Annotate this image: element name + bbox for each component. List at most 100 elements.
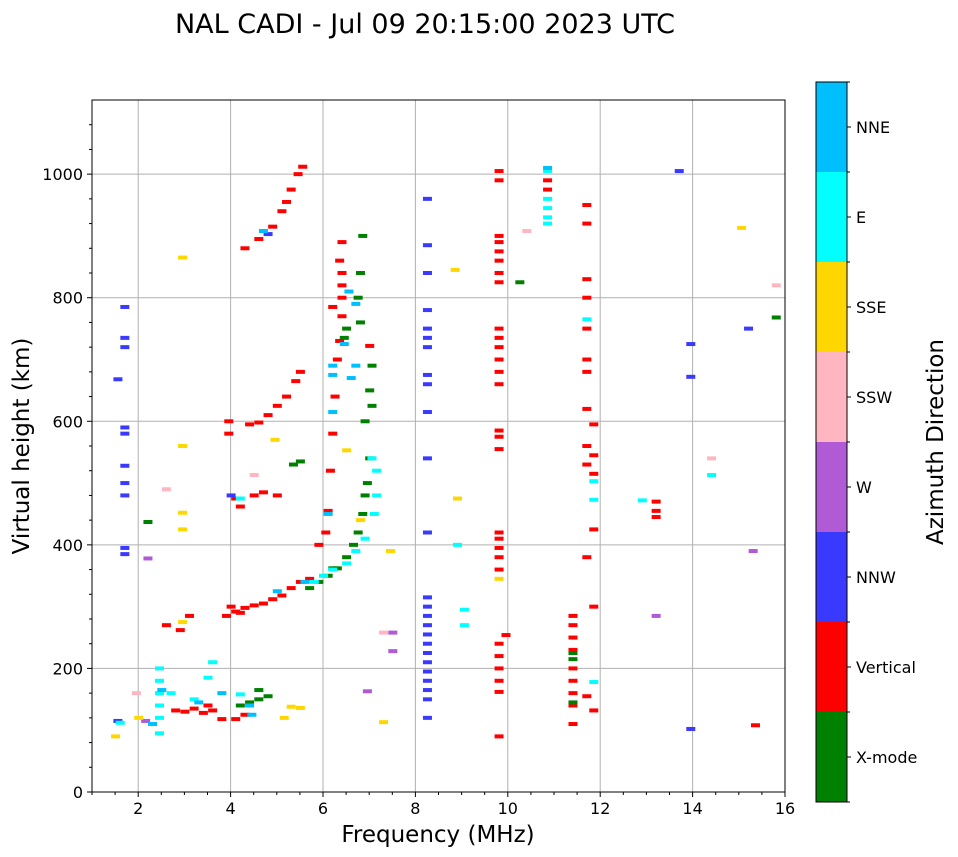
x-tick-label: 16 bbox=[775, 799, 795, 818]
data-point-vertical bbox=[335, 338, 345, 343]
data-point-vertical bbox=[328, 431, 338, 436]
data-point-ssw bbox=[379, 630, 389, 635]
data-point-vertical bbox=[258, 601, 268, 606]
data-point-nne bbox=[258, 228, 268, 233]
data-point-vertical bbox=[494, 734, 504, 739]
data-point-nnw bbox=[422, 632, 432, 637]
data-point-x-mode bbox=[254, 697, 264, 702]
data-point-vertical bbox=[582, 295, 592, 300]
data-point-vertical bbox=[494, 678, 504, 683]
data-point-e bbox=[367, 456, 377, 461]
data-point-vertical bbox=[171, 708, 181, 713]
y-tick-label: 200 bbox=[52, 659, 83, 678]
data-point-vertical bbox=[494, 178, 504, 183]
data-point-nnw bbox=[263, 232, 273, 237]
colorbar-label: SSE bbox=[856, 298, 886, 317]
x-axis-label: Frequency (MHz) bbox=[341, 822, 534, 848]
x-tick-label: 4 bbox=[226, 799, 236, 818]
data-point-x-mode bbox=[362, 481, 372, 486]
data-point-vertical bbox=[221, 613, 231, 618]
data-point-nnw bbox=[686, 374, 696, 379]
data-point-vertical bbox=[208, 708, 218, 713]
data-point-nnw bbox=[422, 196, 432, 201]
data-point-vertical bbox=[582, 406, 592, 411]
data-point-vertical bbox=[198, 710, 208, 715]
data-point-nnw bbox=[422, 345, 432, 350]
data-point-sse bbox=[178, 510, 188, 515]
data-point-e bbox=[328, 567, 338, 572]
data-point-ssw bbox=[771, 283, 781, 288]
data-point-x-mode bbox=[143, 519, 153, 524]
x-axis: 2 4 6 8 10 12 14 16 bbox=[91, 792, 795, 818]
data-point-vertical bbox=[217, 717, 227, 722]
data-point-nne bbox=[346, 376, 356, 381]
data-point-vertical bbox=[582, 221, 592, 226]
data-point-nnw bbox=[422, 243, 432, 248]
data-point-vertical bbox=[582, 369, 592, 374]
data-point-sse bbox=[385, 549, 395, 554]
data-point-e bbox=[369, 511, 379, 516]
data-point-vertical bbox=[494, 689, 504, 694]
data-point-nnw bbox=[686, 726, 696, 731]
data-point-x-mode bbox=[342, 326, 352, 331]
data-point-x-mode bbox=[353, 295, 363, 300]
data-point-vertical bbox=[161, 623, 171, 628]
data-point-sse bbox=[494, 576, 504, 581]
data-point-nnw bbox=[422, 641, 432, 646]
data-point-vertical bbox=[494, 382, 504, 387]
data-point-e bbox=[637, 498, 647, 503]
data-point-e bbox=[360, 536, 370, 541]
colorbar-frame bbox=[815, 81, 848, 803]
colorbar-label: NNE bbox=[856, 118, 890, 137]
data-point-vertical bbox=[589, 604, 599, 609]
data-point-vertical bbox=[254, 237, 264, 242]
data-point-vertical bbox=[582, 326, 592, 331]
data-point-nnw bbox=[422, 613, 432, 618]
data-point-e bbox=[372, 468, 382, 473]
data-point-sse bbox=[379, 720, 389, 725]
data-point-vertical bbox=[337, 295, 347, 300]
data-point-vertical bbox=[226, 604, 236, 609]
data-point-nnw bbox=[422, 595, 432, 600]
data-point-vertical bbox=[582, 444, 592, 448]
data-point-vertical bbox=[286, 187, 296, 192]
data-point-e bbox=[589, 497, 599, 502]
data-point-nne bbox=[351, 363, 361, 368]
data-point-nne bbox=[247, 712, 257, 717]
data-point-vertical bbox=[568, 722, 578, 727]
data-point-vertical bbox=[291, 379, 301, 384]
data-point-nne bbox=[157, 688, 167, 693]
data-point-x-mode bbox=[568, 657, 578, 662]
x-tick-label: 12 bbox=[590, 799, 610, 818]
data-point-vertical bbox=[543, 178, 553, 183]
data-point-nne bbox=[323, 511, 333, 516]
y-axis-label: Virtual height (km) bbox=[9, 338, 35, 555]
data-point-vertical bbox=[240, 712, 250, 717]
data-point-ssw bbox=[522, 228, 532, 233]
data-point-vertical bbox=[750, 723, 760, 728]
data-point-vertical bbox=[494, 536, 504, 541]
data-point-sse bbox=[111, 734, 121, 739]
data-point-vertical bbox=[314, 542, 324, 547]
data-point-nnw bbox=[422, 410, 432, 415]
data-point-ssw bbox=[161, 487, 171, 492]
colorbar-label: X-mode bbox=[856, 748, 917, 767]
colorbar-title: Azimuth Direction bbox=[923, 339, 949, 545]
data-point-e bbox=[189, 697, 199, 702]
data-point-vertical bbox=[582, 203, 592, 208]
data-point-sse bbox=[452, 496, 462, 501]
data-point-vertical bbox=[494, 271, 504, 275]
data-point-ssw bbox=[131, 691, 141, 696]
data-point-vertical bbox=[568, 678, 578, 683]
data-point-vertical bbox=[589, 708, 599, 713]
data-point-vertical bbox=[494, 545, 504, 550]
data-point-sse bbox=[178, 527, 188, 532]
data-point-x-mode bbox=[358, 233, 368, 238]
data-point-nnw bbox=[120, 345, 130, 350]
data-point-vertical bbox=[240, 605, 250, 610]
data-point-vertical bbox=[501, 633, 511, 638]
data-point-e bbox=[235, 692, 245, 697]
data-point-vertical bbox=[268, 597, 278, 602]
data-point-e bbox=[459, 607, 469, 612]
data-point-x-mode bbox=[771, 315, 781, 320]
